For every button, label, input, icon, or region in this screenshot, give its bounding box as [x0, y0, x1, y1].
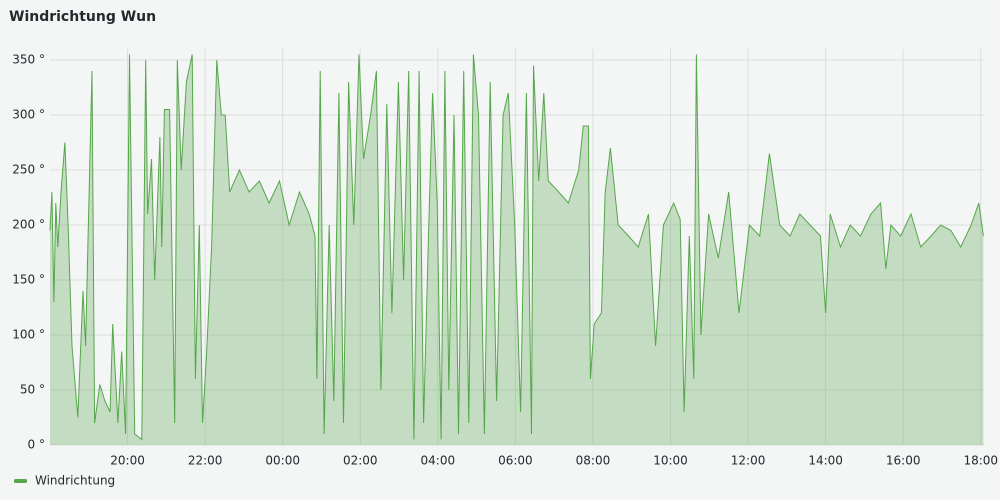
x-tick-label: 08:00: [576, 454, 611, 468]
x-tick-label: 16:00: [886, 454, 921, 468]
x-tick-label: 00:00: [265, 454, 300, 468]
y-tick-label: 350 °: [12, 53, 45, 67]
panel-title: Windrichtung Wun: [9, 9, 156, 25]
x-tick-label: 18:00: [963, 454, 998, 468]
y-tick-label: 50 °: [20, 383, 45, 397]
x-tick-label: 10:00: [653, 454, 688, 468]
x-tick-label: 04:00: [421, 454, 456, 468]
y-tick-label: 100 °: [12, 328, 45, 342]
y-tick-label: 150 °: [12, 273, 45, 287]
x-tick-label: 02:00: [343, 454, 378, 468]
series-line: [49, 54, 984, 441]
y-tick-label: 200 °: [12, 218, 45, 232]
legend-swatch: [14, 479, 27, 483]
area-fill: [50, 54, 984, 445]
x-tick-label: 06:00: [498, 454, 533, 468]
y-tick-label: 300 °: [12, 108, 45, 122]
x-tick-label: 12:00: [731, 454, 766, 468]
x-tick-label: 22:00: [188, 454, 223, 468]
x-tick-label: 14:00: [808, 454, 843, 468]
y-tick-label: 0 °: [28, 438, 45, 452]
x-tick-label: 20:00: [110, 454, 145, 468]
y-tick-label: 250 °: [12, 163, 45, 177]
legend-label: Windrichtung: [35, 474, 115, 488]
